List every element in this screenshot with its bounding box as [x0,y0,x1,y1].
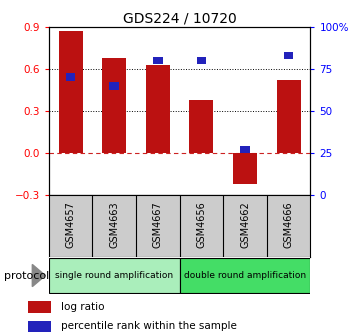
Text: GSM4657: GSM4657 [66,201,75,248]
Text: GSM4662: GSM4662 [240,201,250,248]
Text: single round amplification: single round amplification [55,271,173,280]
Bar [153,57,162,64]
Text: log ratio: log ratio [61,302,105,312]
Text: percentile rank within the sample: percentile rank within the sample [61,321,237,331]
Bar [28,321,51,332]
Bar [102,58,126,153]
Title: GDS224 / 10720: GDS224 / 10720 [123,12,236,26]
Bar [190,100,213,153]
Bar [146,65,170,153]
Bar [58,31,83,153]
Text: GSM4663: GSM4663 [109,201,119,248]
Text: GSM4656: GSM4656 [196,201,206,248]
Bar [179,258,310,293]
Bar [109,82,119,89]
Bar [284,52,293,59]
Text: GSM4666: GSM4666 [284,201,293,248]
Bar [240,146,250,153]
Bar [28,301,51,312]
Bar [49,258,179,293]
Bar [233,153,257,184]
Text: protocol: protocol [4,271,49,281]
Bar [66,74,75,81]
Text: double round amplification: double round amplification [184,271,306,280]
Bar [277,80,301,153]
Bar [197,57,206,64]
Text: GSM4667: GSM4667 [153,201,163,248]
Polygon shape [32,264,45,287]
